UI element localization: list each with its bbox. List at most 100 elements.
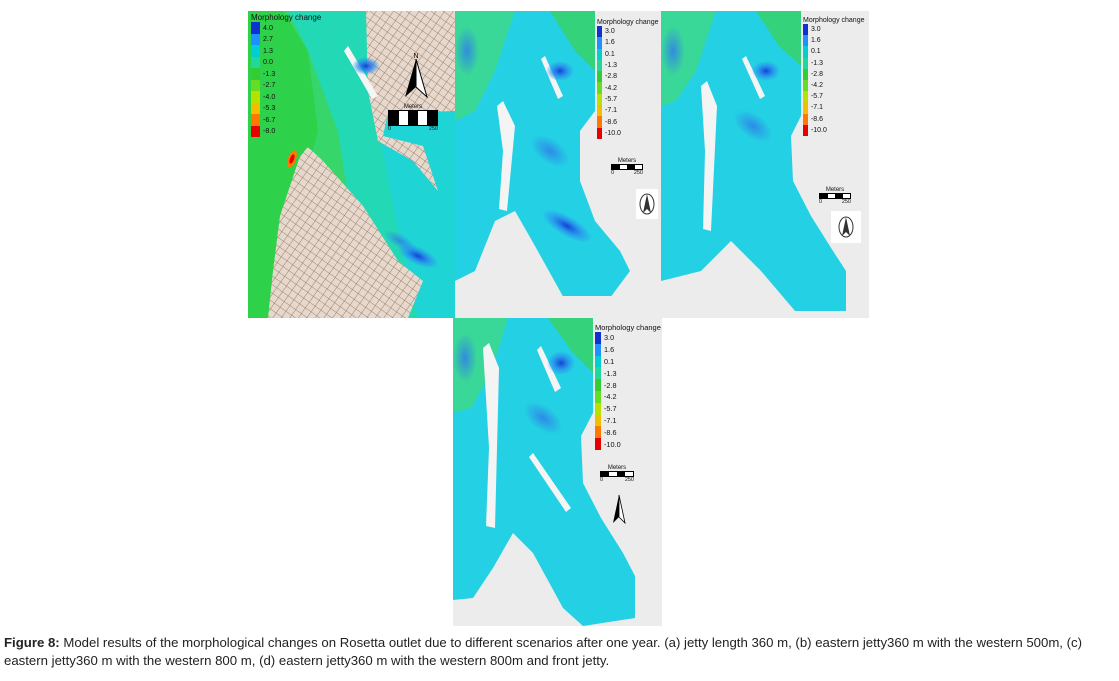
scale-bar-d: Meters 0 250: [600, 465, 634, 483]
legend-value: -5.3: [263, 104, 276, 113]
legend-title: Morphology change: [595, 323, 661, 332]
legend-value: 1.3: [263, 46, 273, 55]
panel-a: Morphology change 4.0 2.7 1.3 0.0 -1.3 -2.7 -4…: [248, 11, 455, 318]
legend-entry: 3.0: [595, 332, 661, 344]
legend-entry: -5.7: [597, 93, 659, 106]
legend-swatch: [595, 438, 601, 450]
legend-entry: -5.7: [595, 402, 661, 415]
legend-swatch: [595, 332, 601, 344]
scale-title: Meters: [825, 187, 845, 193]
legend-entry: 1.6: [803, 35, 865, 47]
legend-swatch: [251, 33, 260, 45]
legend-entry: 1.6: [595, 343, 661, 356]
legend-a: Morphology change 4.0 2.7 1.3 0.0 -1.3 -2.7 -4…: [251, 13, 321, 137]
land-east: [366, 11, 455, 191]
legend-swatch: [597, 59, 602, 72]
scale-bar-b: Meters 0 250: [611, 158, 643, 176]
legend-b: Morphology change 3.0 1.6 0.1 -1.3 -2.8 -4.2 -…: [597, 19, 659, 139]
legend-entry: 2.7: [251, 33, 321, 45]
legend-value: 3.0: [604, 333, 615, 343]
legend-value: -1.3: [604, 368, 617, 378]
legend-value: 3.0: [605, 28, 615, 36]
legend-value: -8.6: [811, 115, 823, 123]
legend-swatch: [251, 45, 260, 57]
scale-tick-start: 0: [819, 199, 823, 205]
legend-value: -6.7: [263, 115, 276, 124]
legend-swatch: [803, 113, 808, 125]
legend-swatch: [803, 102, 808, 114]
north-arrow-icon: [636, 189, 658, 219]
morphology-map-b: [455, 11, 661, 318]
legend-swatch: [803, 57, 808, 69]
legend-swatch: [597, 48, 602, 60]
legend-value: -4.2: [605, 84, 618, 92]
legend-swatch: [597, 37, 602, 49]
caption-text: Model results of the morphological chang…: [4, 635, 1083, 668]
legend-entry: -7.1: [595, 414, 661, 427]
panel-b: Morphology change 3.0 1.6 0.1 -1.3 -2.8 -4.2 -…: [455, 11, 661, 318]
caption-label: Figure 8:: [4, 635, 60, 650]
scale-title: Meters: [607, 465, 627, 471]
scale-tick-start: 0: [611, 170, 615, 176]
legend-swatch: [595, 355, 601, 368]
legend-c: Morphology change 3.0 1.6 0.1 -1.3 -2.8 -4.2 -…: [803, 17, 865, 136]
legend-entry: -2.8: [803, 68, 865, 80]
legend-value: 0.1: [811, 48, 821, 56]
legend-swatch: [597, 127, 602, 139]
legend-value: -8.0: [263, 127, 276, 136]
legend-value: -4.0: [263, 92, 276, 101]
scale-tick-start: 0: [388, 126, 392, 132]
legend-value: -4.2: [604, 392, 617, 402]
legend-entry: 0.1: [803, 46, 865, 58]
legend-value: -10.0: [811, 126, 827, 134]
panel-d: Morphology change 3.0 1.6 0.1 -1.3 -2.8 -4.2 -…: [453, 318, 662, 626]
scale-title: Meters: [617, 158, 637, 164]
legend-rows: 3.0 1.6 0.1 -1.3 -2.8 -4.2 -5.7 -7.1 -8.6 -10.0: [595, 332, 661, 450]
legend-swatch: [251, 68, 260, 80]
legend-value: 1.6: [811, 37, 821, 45]
legend-value: -5.7: [605, 95, 618, 103]
legend-entry: -7.1: [597, 105, 659, 117]
legend-value: -8.6: [604, 427, 617, 437]
north-arrow-icon: N: [405, 53, 428, 99]
legend-entry: -5.3: [251, 102, 321, 114]
legend-value: -2.8: [811, 70, 823, 78]
scale-tick-end: 250: [428, 126, 438, 132]
legend-entry: -1.3: [251, 68, 321, 80]
legend-swatch: [597, 116, 602, 128]
legend-value: 2.7: [263, 35, 273, 44]
legend-swatch: [803, 24, 808, 36]
land-west: [268, 147, 423, 318]
legend-value: 1.6: [605, 39, 615, 47]
legend-entry: -2.7: [251, 79, 321, 91]
legend-swatch: [803, 124, 808, 136]
scale-title: Meters: [403, 104, 423, 110]
north-arrow-icon: [613, 494, 626, 525]
scale-bar-a: Meters 0 250: [388, 104, 438, 132]
legend-value: -4.2: [811, 82, 823, 90]
legend-entry: -6.7: [251, 114, 321, 126]
legend-value: -1.3: [263, 69, 276, 78]
legend-swatch: [595, 379, 601, 391]
legend-value: -1.3: [811, 59, 823, 67]
legend-swatch: [595, 367, 601, 380]
legend-title: Morphology change: [597, 19, 659, 26]
legend-swatch: [251, 22, 260, 34]
legend-entry: -2.8: [597, 71, 659, 83]
legend-entry: -10.0: [803, 124, 865, 136]
legend-swatch: [803, 35, 808, 47]
legend-swatch: [595, 414, 601, 427]
legend-value: -5.7: [604, 404, 617, 414]
legend-swatch: [597, 26, 602, 38]
legend-entry: -1.3: [595, 367, 661, 380]
legend-swatch: [803, 79, 808, 92]
legend-value: -2.7: [263, 81, 276, 90]
legend-entry: -4.0: [251, 91, 321, 103]
legend-entry: -1.3: [803, 57, 865, 69]
legend-value: 0.1: [604, 356, 615, 366]
legend-swatch: [803, 68, 808, 80]
legend-swatch: [597, 82, 602, 94]
scale-tick-start: 0: [600, 477, 604, 483]
legend-swatch: [251, 79, 260, 91]
legend-value: -1.3: [605, 62, 618, 70]
